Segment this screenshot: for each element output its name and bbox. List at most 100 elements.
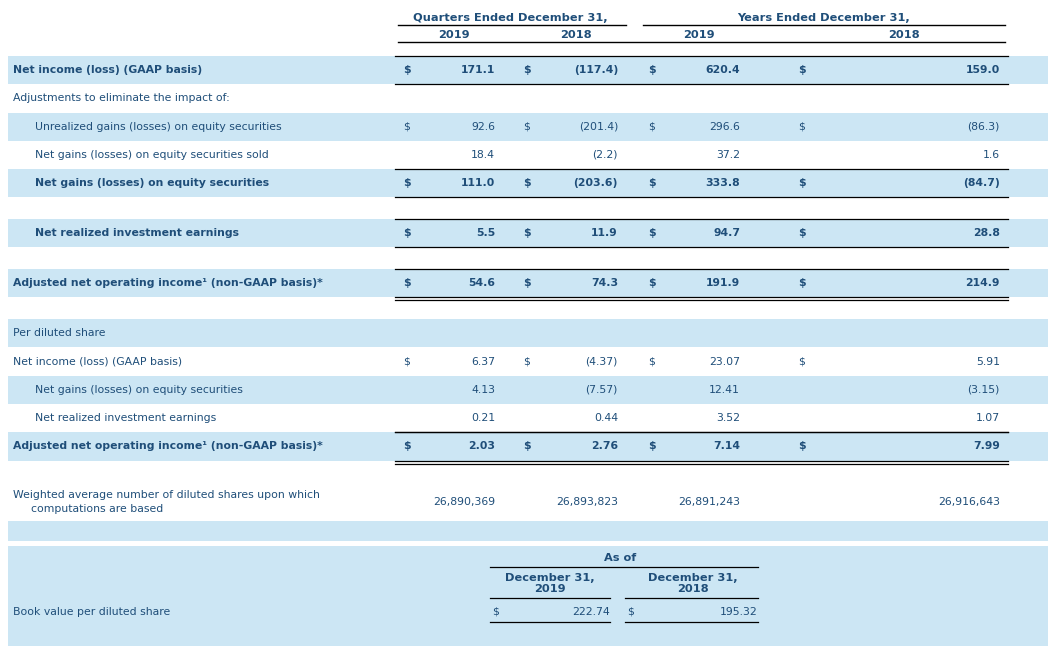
Text: 6.37: 6.37: [471, 357, 495, 367]
Text: $: $: [403, 229, 411, 238]
Text: (4.37): (4.37): [586, 357, 618, 367]
Text: $: $: [403, 122, 410, 132]
Text: 191.9: 191.9: [705, 278, 740, 288]
Text: Adjusted net operating income¹ (non-GAAP basis)*: Adjusted net operating income¹ (non-GAAP…: [13, 441, 323, 451]
Text: 7.14: 7.14: [713, 441, 740, 451]
Bar: [8, 269, 1048, 298]
Bar: [8, 56, 1048, 84]
Text: 214.9: 214.9: [965, 278, 1000, 288]
Text: 2018: 2018: [677, 584, 709, 594]
Text: 26,916,643: 26,916,643: [938, 497, 1000, 507]
Text: Net realized investment earnings: Net realized investment earnings: [35, 413, 216, 423]
Text: (7.57): (7.57): [586, 385, 618, 395]
Text: $: $: [403, 178, 411, 188]
Text: 296.6: 296.6: [710, 122, 740, 132]
Text: $: $: [403, 357, 410, 367]
Text: 18.4: 18.4: [471, 150, 495, 160]
Text: Unrealized gains (losses) on equity securities: Unrealized gains (losses) on equity secu…: [35, 122, 282, 132]
Text: 5.91: 5.91: [976, 357, 1000, 367]
Text: Net gains (losses) on equity securities: Net gains (losses) on equity securities: [35, 385, 243, 395]
Text: $: $: [648, 122, 655, 132]
Text: Net income (loss) (GAAP basis): Net income (loss) (GAAP basis): [13, 65, 202, 75]
Text: 222.74: 222.74: [572, 607, 610, 617]
Bar: [8, 169, 1048, 197]
Text: (203.6): (203.6): [573, 178, 618, 188]
Text: As of: As of: [604, 553, 636, 563]
Text: 54.6: 54.6: [468, 278, 495, 288]
Text: 2.76: 2.76: [591, 441, 618, 451]
Text: $: $: [523, 122, 530, 132]
Text: 26,890,369: 26,890,369: [433, 497, 495, 507]
Text: Years Ended December 31,: Years Ended December 31,: [738, 13, 910, 23]
Text: 28.8: 28.8: [974, 229, 1000, 238]
Text: 2019: 2019: [534, 584, 566, 594]
Text: $: $: [523, 65, 530, 75]
Text: $: $: [523, 229, 530, 238]
Bar: [8, 546, 1048, 646]
Text: $: $: [648, 278, 656, 288]
Text: 26,893,823: 26,893,823: [557, 497, 618, 507]
Text: Adjustments to eliminate the impact of:: Adjustments to eliminate the impact of:: [13, 93, 230, 104]
Text: $: $: [627, 607, 634, 617]
Text: (86.3): (86.3): [967, 122, 1000, 132]
Text: $: $: [648, 441, 656, 451]
Text: $: $: [648, 178, 656, 188]
Bar: [8, 432, 1048, 460]
Text: (3.15): (3.15): [967, 385, 1000, 395]
Text: 2.03: 2.03: [468, 441, 495, 451]
Text: $: $: [403, 65, 411, 75]
Text: 1.6: 1.6: [983, 150, 1000, 160]
Text: 74.3: 74.3: [591, 278, 618, 288]
Text: 37.2: 37.2: [716, 150, 740, 160]
Text: 195.32: 195.32: [720, 607, 758, 617]
Text: 2019: 2019: [438, 30, 470, 40]
Bar: [8, 113, 1048, 141]
Text: $: $: [798, 278, 806, 288]
Text: Net income (loss) (GAAP basis): Net income (loss) (GAAP basis): [13, 357, 182, 367]
Text: 171.1: 171.1: [460, 65, 495, 75]
Text: Weighted average number of diluted shares upon which: Weighted average number of diluted share…: [13, 490, 320, 500]
Text: $: $: [403, 441, 411, 451]
Text: $: $: [403, 278, 411, 288]
Text: $: $: [523, 357, 530, 367]
Text: Net gains (losses) on equity securities sold: Net gains (losses) on equity securities …: [35, 150, 268, 160]
Text: Adjusted net operating income¹ (non-GAAP basis)*: Adjusted net operating income¹ (non-GAAP…: [13, 278, 323, 288]
Text: (201.4): (201.4): [579, 122, 618, 132]
Text: $: $: [648, 229, 656, 238]
Text: 333.8: 333.8: [705, 178, 740, 188]
Text: 0.44: 0.44: [593, 413, 618, 423]
Text: $: $: [798, 441, 806, 451]
Text: $: $: [648, 65, 656, 75]
Text: (84.7): (84.7): [963, 178, 1000, 188]
Text: 0.21: 0.21: [471, 413, 495, 423]
Text: $: $: [798, 178, 806, 188]
Text: 159.0: 159.0: [966, 65, 1000, 75]
Bar: [8, 219, 1048, 247]
Text: December 31,: December 31,: [648, 573, 738, 583]
Text: $: $: [798, 122, 805, 132]
Text: 1.07: 1.07: [976, 413, 1000, 423]
Text: Net gains (losses) on equity securities: Net gains (losses) on equity securities: [35, 178, 269, 188]
Text: 7.99: 7.99: [974, 441, 1000, 451]
Text: 620.4: 620.4: [705, 65, 740, 75]
Text: 2019: 2019: [683, 30, 715, 40]
Text: 2018: 2018: [560, 30, 591, 40]
Bar: [8, 376, 1048, 404]
Text: computations are based: computations are based: [31, 504, 164, 514]
Text: 5.5: 5.5: [476, 229, 495, 238]
Text: 26,891,243: 26,891,243: [678, 497, 740, 507]
Text: (117.4): (117.4): [573, 65, 618, 75]
Text: $: $: [648, 357, 655, 367]
Text: Per diluted share: Per diluted share: [13, 328, 106, 339]
Text: $: $: [523, 441, 530, 451]
Text: 92.6: 92.6: [471, 122, 495, 132]
Text: (2.2): (2.2): [592, 150, 618, 160]
Text: 12.41: 12.41: [710, 385, 740, 395]
Text: 94.7: 94.7: [713, 229, 740, 238]
Text: 3.52: 3.52: [716, 413, 740, 423]
Text: 111.0: 111.0: [460, 178, 495, 188]
Text: $: $: [523, 178, 530, 188]
Text: 23.07: 23.07: [709, 357, 740, 367]
Text: Quarters Ended December 31,: Quarters Ended December 31,: [413, 13, 608, 23]
Text: Net realized investment earnings: Net realized investment earnings: [35, 229, 239, 238]
